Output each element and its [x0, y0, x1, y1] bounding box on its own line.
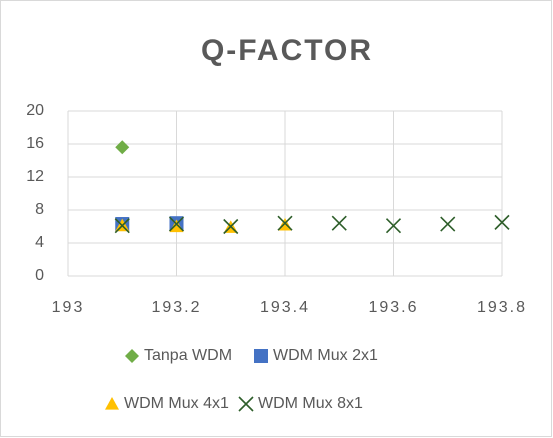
- point: [494, 214, 510, 230]
- point: [385, 218, 402, 234]
- point: [114, 218, 130, 234]
- legend-label: Tanpa WDM: [144, 347, 232, 364]
- y-tick-label: 8: [35, 201, 44, 218]
- legend-marker: [105, 397, 119, 410]
- legend-label: WDM Mux 4x1: [124, 395, 229, 412]
- point: [277, 215, 293, 231]
- point: [115, 140, 130, 155]
- y-tick-label: 0: [35, 267, 44, 284]
- point: [223, 218, 239, 235]
- point: [331, 215, 347, 231]
- x-tick-label: 193.2: [151, 299, 201, 316]
- point: [440, 216, 456, 232]
- y-tick-label: 12: [26, 168, 44, 185]
- legend-marker: [238, 396, 254, 412]
- y-tick-label: 20: [26, 102, 44, 119]
- x-tick-label: 193.4: [260, 299, 310, 316]
- x-tick-label: 193.6: [368, 299, 418, 316]
- legend-marker: [254, 349, 268, 363]
- legend-marker: [125, 349, 139, 363]
- y-tick-label: 4: [35, 234, 44, 251]
- point: [168, 216, 185, 232]
- y-tick-label: 16: [26, 135, 44, 152]
- x-tick-label: 193.8: [477, 299, 527, 316]
- legend-label: WDM Mux 8x1: [258, 395, 363, 412]
- x-tick-label: 193: [52, 299, 85, 316]
- legend-label: WDM Mux 2x1: [273, 347, 378, 364]
- chart-title: Q-FACTOR: [201, 34, 373, 67]
- point: [169, 219, 184, 233]
